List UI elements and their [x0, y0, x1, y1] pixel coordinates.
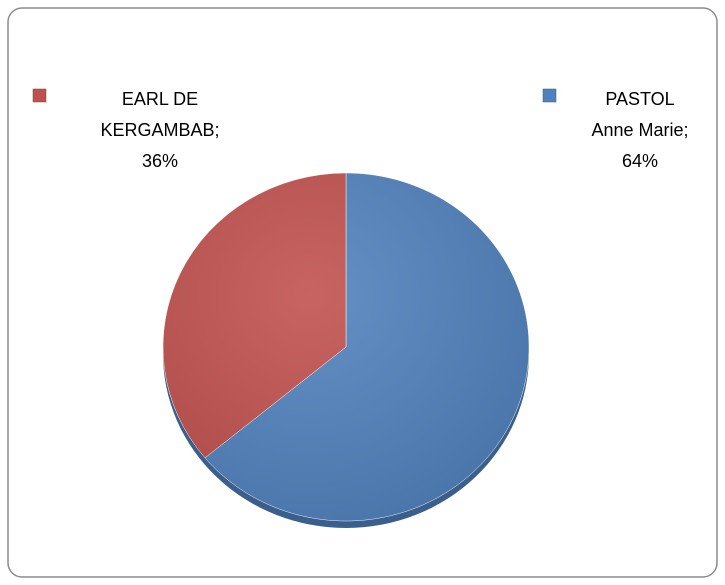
- data-label: EARL DE KERGAMBAB; 36%: [100, 89, 220, 171]
- data-label: PASTOL Anne Marie; 64%: [591, 89, 689, 171]
- legend-key: [542, 88, 557, 103]
- legend-key: [32, 88, 47, 103]
